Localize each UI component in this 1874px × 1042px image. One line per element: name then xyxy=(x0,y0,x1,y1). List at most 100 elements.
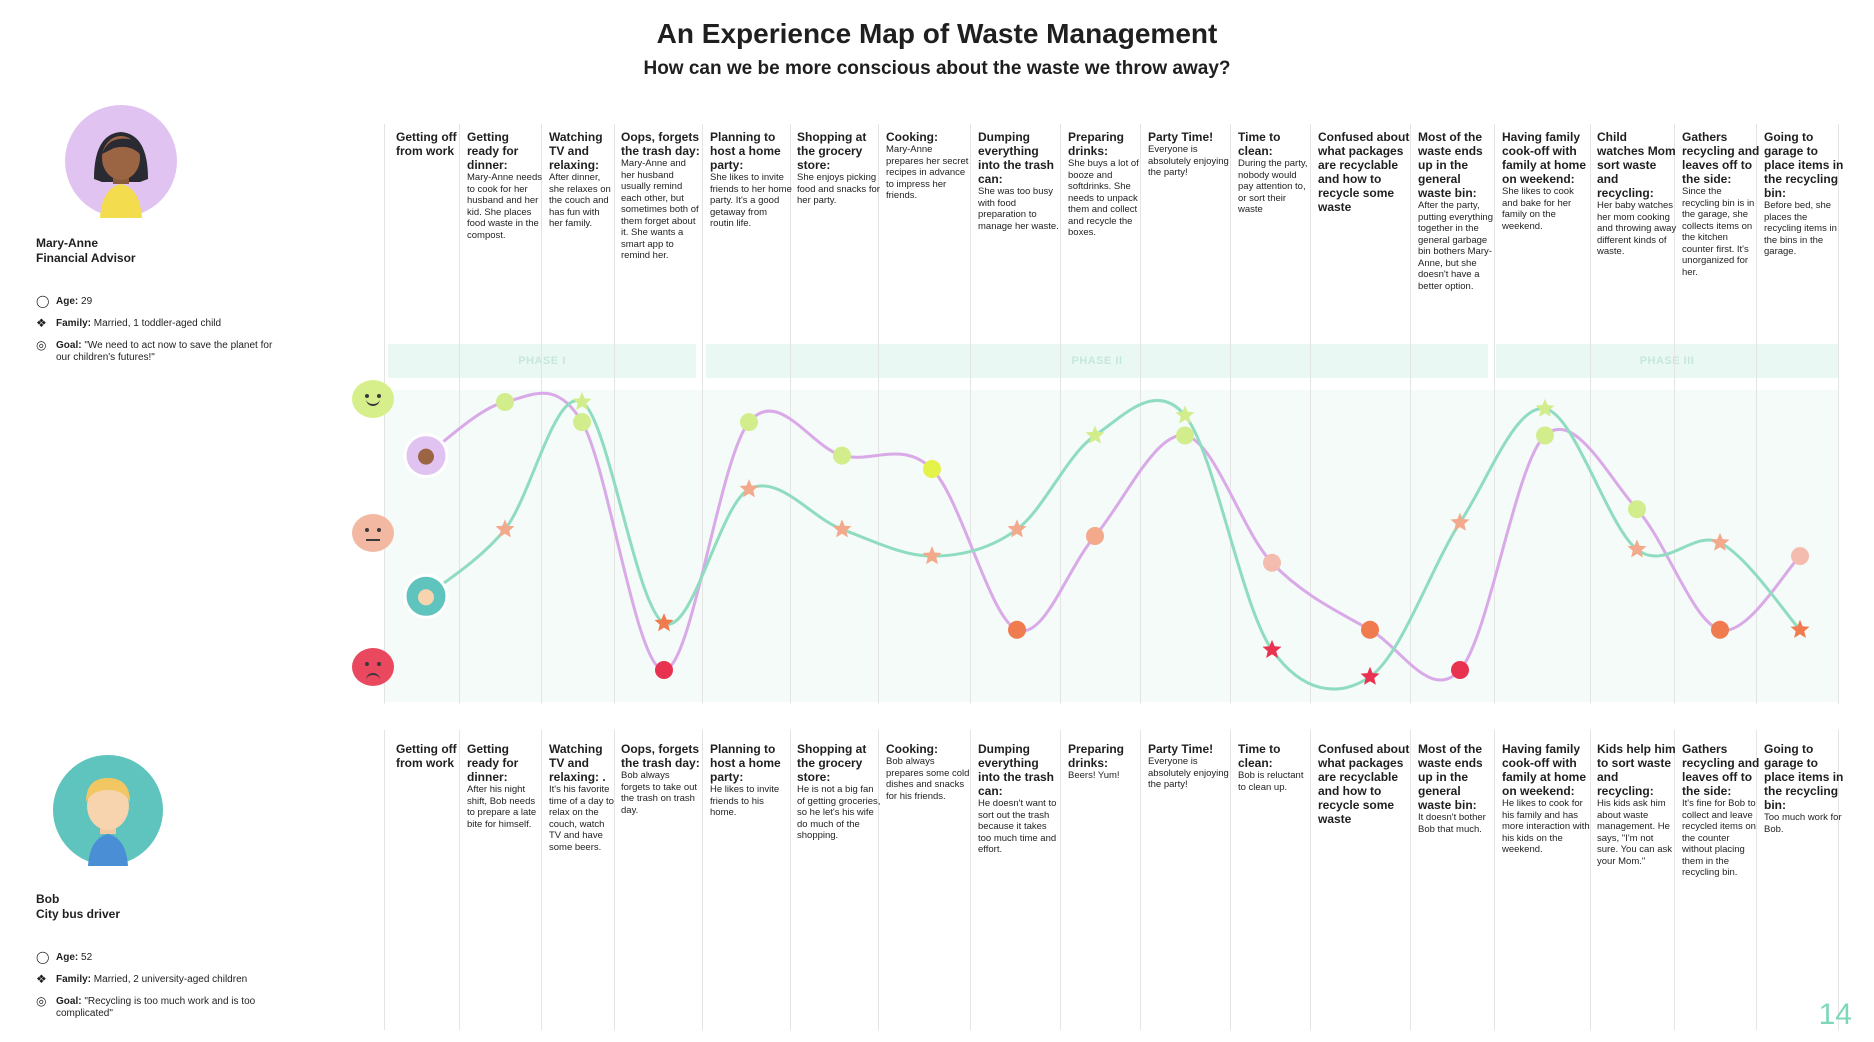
maryanne-goal: ◎ Goal: "We need to act now to save the p… xyxy=(36,338,273,363)
column-divider xyxy=(1756,124,1757,704)
page-subtitle: How can we be more conscious about the w… xyxy=(643,58,1231,79)
mary-anne-start-avatar-icon xyxy=(403,433,449,479)
bob_steps-step: Oops, forgets the trash day: Bob always f… xyxy=(621,742,701,816)
maryanne_steps-step: Planning to host a home party: She likes … xyxy=(710,130,792,230)
maryanne_steps-step: Watching TV and relaxing: After dinner, s… xyxy=(549,130,615,230)
page-number: 14 xyxy=(1818,998,1852,1031)
column-divider xyxy=(878,730,879,1030)
column-divider xyxy=(970,124,971,704)
maryanne-emotion-point xyxy=(496,393,514,411)
column-divider xyxy=(1310,730,1311,1030)
maryanne_steps-step: Dumping everything into the trash can: Sh… xyxy=(978,130,1062,232)
step-title: Time to clean: xyxy=(1238,742,1281,770)
column-divider xyxy=(1140,730,1141,1030)
maryanne_steps-step: Oops, forgets the trash day: Mary-Anne an… xyxy=(621,130,701,262)
maryanne-emotion-point xyxy=(1263,553,1281,572)
step-description: After his night shift, Bob needs to prep… xyxy=(467,784,537,830)
step-description: Too much work for Bob. xyxy=(1764,812,1842,835)
bob-emotion-point xyxy=(1627,539,1647,558)
maryanne-emotion-point xyxy=(1536,426,1554,445)
step-description: It's his favorite time of a day to relax… xyxy=(549,784,614,853)
step-title: Having family cook-off with family at ho… xyxy=(1502,130,1587,186)
maryanne-family: ❖ Family: Married, 1 toddler-aged child xyxy=(36,316,222,330)
maryanne-emotion-point xyxy=(1008,620,1026,639)
phase-3: PHASE III xyxy=(1496,344,1838,378)
maryanne_steps-step: Getting off from work xyxy=(396,130,466,158)
clock-icon: ◯ xyxy=(36,950,50,964)
step-title: Planning to host a home party: xyxy=(710,742,781,784)
step-title: Getting ready for dinner: xyxy=(467,742,519,784)
step-description: Beers! Yum! xyxy=(1068,770,1120,781)
step-title: Party Time! xyxy=(1148,742,1214,756)
step-title: Preparing drinks: xyxy=(1068,742,1125,770)
step-description: Mary-Anne prepares her secret recipes in… xyxy=(886,144,969,201)
step-title: Oops, forgets the trash day: xyxy=(621,130,700,158)
column-divider xyxy=(1494,730,1495,1030)
bob_steps-step: Dumping everything into the trash can: He… xyxy=(978,742,1062,856)
step-title: Kids help him to sort waste and recyclin… xyxy=(1597,742,1676,798)
step-description: She buys a lot of booze and softdrinks. … xyxy=(1068,158,1139,238)
column-divider xyxy=(459,124,460,704)
step-description: She enjoys picking food and snacks for h… xyxy=(797,172,880,206)
step-description: It's fine for Bob to collect and leave r… xyxy=(1682,798,1756,878)
bob-family: ❖ Family: Married, 2 university-aged chil… xyxy=(36,972,248,986)
maryanne-persona: Mary-Anne Financial Advisor ◯ Age: 29 ❖ Fa… xyxy=(36,236,276,374)
maryanne-age: ◯ Age: 29 xyxy=(36,294,93,308)
emotion-band xyxy=(384,390,1838,702)
bob-emotion-point xyxy=(1710,532,1730,551)
step-title: Shopping at the grocery store: xyxy=(797,742,867,784)
mary-anne-emotion-line xyxy=(425,391,1802,682)
column-divider xyxy=(1494,124,1495,704)
bob_steps-step: Most of the waste ends up in the general… xyxy=(1418,742,1496,835)
maryanne-name: Mary-Anne xyxy=(36,236,99,250)
target-icon: ◎ xyxy=(36,338,47,352)
bob_steps-step: Getting ready for dinner: After his night… xyxy=(467,742,543,830)
column-divider xyxy=(970,730,971,1030)
step-title: Getting ready for dinner: xyxy=(467,130,519,172)
step-description: Bob is reluctant to clean up. xyxy=(1238,770,1304,793)
step-description: Mary-Anne needs to cook for her husband … xyxy=(467,172,542,241)
bob_steps-step: Time to clean: Bob is reluctant to clean … xyxy=(1238,742,1312,793)
step-description: Her baby watches her mom cooking and thr… xyxy=(1597,200,1677,257)
column-divider xyxy=(1060,730,1061,1030)
maryanne_steps-step: Party Time! Everyone is absolutely enjoyi… xyxy=(1148,130,1234,179)
step-description: His kids ask him about waste management.… xyxy=(1597,798,1672,867)
bob-emotion-point xyxy=(922,546,942,565)
column-divider xyxy=(1756,730,1757,1030)
step-title: Watching TV and relaxing: xyxy=(549,130,603,172)
step-description: Before bed, she places the recycling ite… xyxy=(1764,200,1837,257)
maryanne-emotion-point xyxy=(1361,620,1379,639)
step-title: Going to garage to place items in the re… xyxy=(1764,742,1844,812)
bob-emotion-point xyxy=(1360,666,1380,685)
bob_steps-step: Party Time! Everyone is absolutely enjoyi… xyxy=(1148,742,1234,791)
step-description: Everyone is absolutely enjoying the part… xyxy=(1148,756,1229,790)
column-divider xyxy=(541,124,542,704)
neutral-face-icon xyxy=(352,514,394,552)
step-description: He is not a big fan of getting groceries… xyxy=(797,784,881,841)
step-title: Gathers recycling and leaves off to the … xyxy=(1682,742,1760,798)
bob_steps-step: Cooking: Bob always prepares some cold di… xyxy=(886,742,972,802)
step-description: It doesn't bother Bob that much. xyxy=(1418,812,1486,835)
step-title: Getting off from work xyxy=(396,742,457,770)
step-description: She was too busy with food preparation t… xyxy=(978,186,1059,232)
phase-2: PHASE II xyxy=(706,344,1488,378)
bob-emotion-point xyxy=(1007,519,1027,538)
bob-persona: Bob City bus driver ◯ Age: 52 ❖ Family: Ma… xyxy=(36,892,276,1030)
maryanne-emotion-point xyxy=(923,460,941,478)
maryanne_steps-step: Shopping at the grocery store: She enjoys… xyxy=(797,130,881,207)
bob-avatar xyxy=(53,755,163,866)
maryanne_steps-step: Going to garage to place items in the re… xyxy=(1764,130,1844,258)
bob-emotion-point xyxy=(1175,405,1195,424)
step-description: Since the recycling bin is in the garage… xyxy=(1682,186,1755,278)
step-title: Most of the waste ends up in the general… xyxy=(1418,130,1483,200)
family-icon: ❖ xyxy=(36,316,47,330)
column-divider xyxy=(878,124,879,704)
bob_steps-step: Getting off from work xyxy=(396,742,466,770)
column-divider xyxy=(790,730,791,1030)
step-description: After dinner, she relaxes on the couch a… xyxy=(549,172,611,229)
step-title: Confused about what packages are recycla… xyxy=(1318,130,1410,214)
step-description: During the party, nobody would pay atten… xyxy=(1238,158,1308,215)
step-title: Oops, forgets the trash day: xyxy=(621,742,700,770)
column-divider xyxy=(790,124,791,704)
target-icon: ◎ xyxy=(36,994,47,1008)
